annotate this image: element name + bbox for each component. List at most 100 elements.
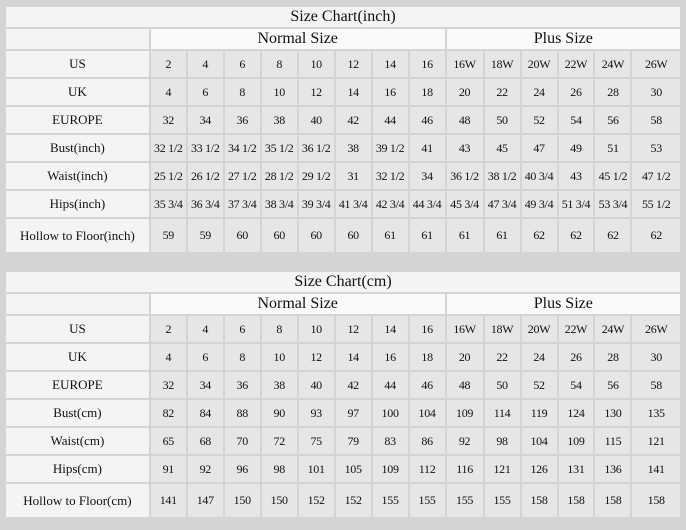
size-value: 20W <box>519 49 559 79</box>
size-value: 155 <box>482 482 522 519</box>
size-value: 4 <box>148 77 188 107</box>
size-value: 141 <box>148 482 188 519</box>
blank-cell <box>4 292 151 316</box>
size-value: 62 <box>630 217 682 254</box>
size-value: 10 <box>259 77 299 107</box>
size-value: 86 <box>407 426 447 456</box>
table-row: UK 4 6 8 10 12 14 16 18 20 22 24 26 28 30 <box>4 342 682 372</box>
table-row: Waist(inch) 25 1/2 26 1/2 27 1/2 28 1/2 29 1/… <box>4 161 682 191</box>
table-row: Bust(cm) 82 84 88 90 93 97 100 104 109 114 119 124 13… <box>4 398 682 428</box>
size-value: 24W <box>593 314 633 344</box>
size-value: 12 <box>296 342 336 372</box>
size-value: 28 <box>593 342 633 372</box>
size-value: 45 <box>482 133 522 163</box>
row-label: US <box>4 314 151 344</box>
size-value: 61 <box>370 217 410 254</box>
row-label: Hollow to Floor(inch) <box>4 217 151 254</box>
size-value: 141 <box>630 454 682 484</box>
size-value: 53 3/4 <box>593 189 633 219</box>
size-value: 24W <box>593 49 633 79</box>
row-label: Hollow to Floor(cm) <box>4 482 151 519</box>
size-value: 36 <box>222 105 262 135</box>
size-value: 26W <box>630 314 682 344</box>
size-value: 92 <box>444 426 485 456</box>
size-value: 60 <box>333 217 373 254</box>
size-value: 48 <box>444 370 485 400</box>
blank-cell <box>4 27 151 51</box>
size-value: 155 <box>407 482 447 519</box>
size-value: 16 <box>407 49 447 79</box>
size-value: 41 3/4 <box>333 189 373 219</box>
size-value: 24 <box>519 342 559 372</box>
size-value: 45 1/2 <box>593 161 633 191</box>
size-value: 8 <box>222 342 262 372</box>
row-label: Bust(cm) <box>4 398 151 428</box>
size-value: 61 <box>407 217 447 254</box>
size-value: 119 <box>519 398 559 428</box>
size-value: 12 <box>333 49 373 79</box>
size-value: 112 <box>407 454 447 484</box>
table-row: Waist(cm) 65 68 70 72 75 79 83 86 92 98 104 109 115 12… <box>4 426 682 456</box>
size-value: 60 <box>222 217 262 254</box>
size-value: 26 <box>556 342 596 372</box>
size-value: 14 <box>333 77 373 107</box>
size-value: 18W <box>482 314 522 344</box>
size-value: 34 <box>185 105 225 135</box>
size-value: 32 1/2 <box>370 161 410 191</box>
size-value: 10 <box>259 342 299 372</box>
size-value: 70 <box>222 426 262 456</box>
size-value: 155 <box>444 482 485 519</box>
size-chart-inch: Size Chart(inch) Normal Size Plus Size US 2 4… <box>4 5 683 254</box>
size-value: 10 <box>296 314 336 344</box>
size-value: 34 <box>185 370 225 400</box>
size-value: 62 <box>519 217 559 254</box>
size-value: 39 1/2 <box>370 133 410 163</box>
size-value: 26W <box>630 49 682 79</box>
size-value: 8 <box>222 77 262 107</box>
size-value: 32 1/2 <box>148 133 188 163</box>
table-row: EUROPE 32 34 36 38 40 42 44 46 48 50 52 54 56 58 <box>4 370 682 400</box>
size-value: 150 <box>259 482 299 519</box>
size-value: 96 <box>222 454 262 484</box>
size-value: 158 <box>593 482 633 519</box>
size-value: 61 <box>444 217 485 254</box>
size-value: 22W <box>556 49 596 79</box>
group-normal-size: Normal Size <box>148 292 447 316</box>
size-value: 152 <box>333 482 373 519</box>
size-value: 109 <box>370 454 410 484</box>
size-value: 18 <box>407 77 447 107</box>
table-row: US 2 4 6 8 10 12 14 16 16W 18W 20W 22W 24W 26W <box>4 49 682 79</box>
size-value: 30 <box>630 342 682 372</box>
size-value: 36 <box>222 370 262 400</box>
size-value: 38 <box>259 105 299 135</box>
size-value: 18W <box>482 49 522 79</box>
row-label: Waist(cm) <box>4 426 151 456</box>
size-chart-cm: Size Chart(cm) Normal Size Plus Size US 2 4 6 8… <box>4 270 683 519</box>
size-value: 109 <box>444 398 485 428</box>
size-value: 47 1/2 <box>630 161 682 191</box>
row-label: EUROPE <box>4 105 151 135</box>
size-value: 61 <box>482 217 522 254</box>
size-value: 4 <box>148 342 188 372</box>
size-value: 32 <box>148 370 188 400</box>
size-value: 62 <box>593 217 633 254</box>
size-value: 59 <box>185 217 225 254</box>
size-table: Size Chart(inch) Normal Size Plus Size US 2 4… <box>4 5 683 254</box>
size-value: 28 1/2 <box>259 161 299 191</box>
chart-title: Size Chart(inch) <box>4 5 682 29</box>
size-value: 40 <box>296 370 336 400</box>
size-value: 51 3/4 <box>556 189 596 219</box>
size-value: 126 <box>519 454 559 484</box>
size-value: 20 <box>444 342 485 372</box>
size-value: 124 <box>556 398 596 428</box>
table-row: EUROPE 32 34 36 38 40 42 44 46 48 50 52 54 56 58 <box>4 105 682 135</box>
size-table: Size Chart(cm) Normal Size Plus Size US 2 4 6 8… <box>4 270 683 519</box>
size-value: 130 <box>593 398 633 428</box>
size-value: 37 3/4 <box>222 189 262 219</box>
size-value: 109 <box>556 426 596 456</box>
size-value: 155 <box>370 482 410 519</box>
size-value: 52 <box>519 370 559 400</box>
size-value: 26 1/2 <box>185 161 225 191</box>
size-value: 16 <box>407 314 447 344</box>
row-label: EUROPE <box>4 370 151 400</box>
